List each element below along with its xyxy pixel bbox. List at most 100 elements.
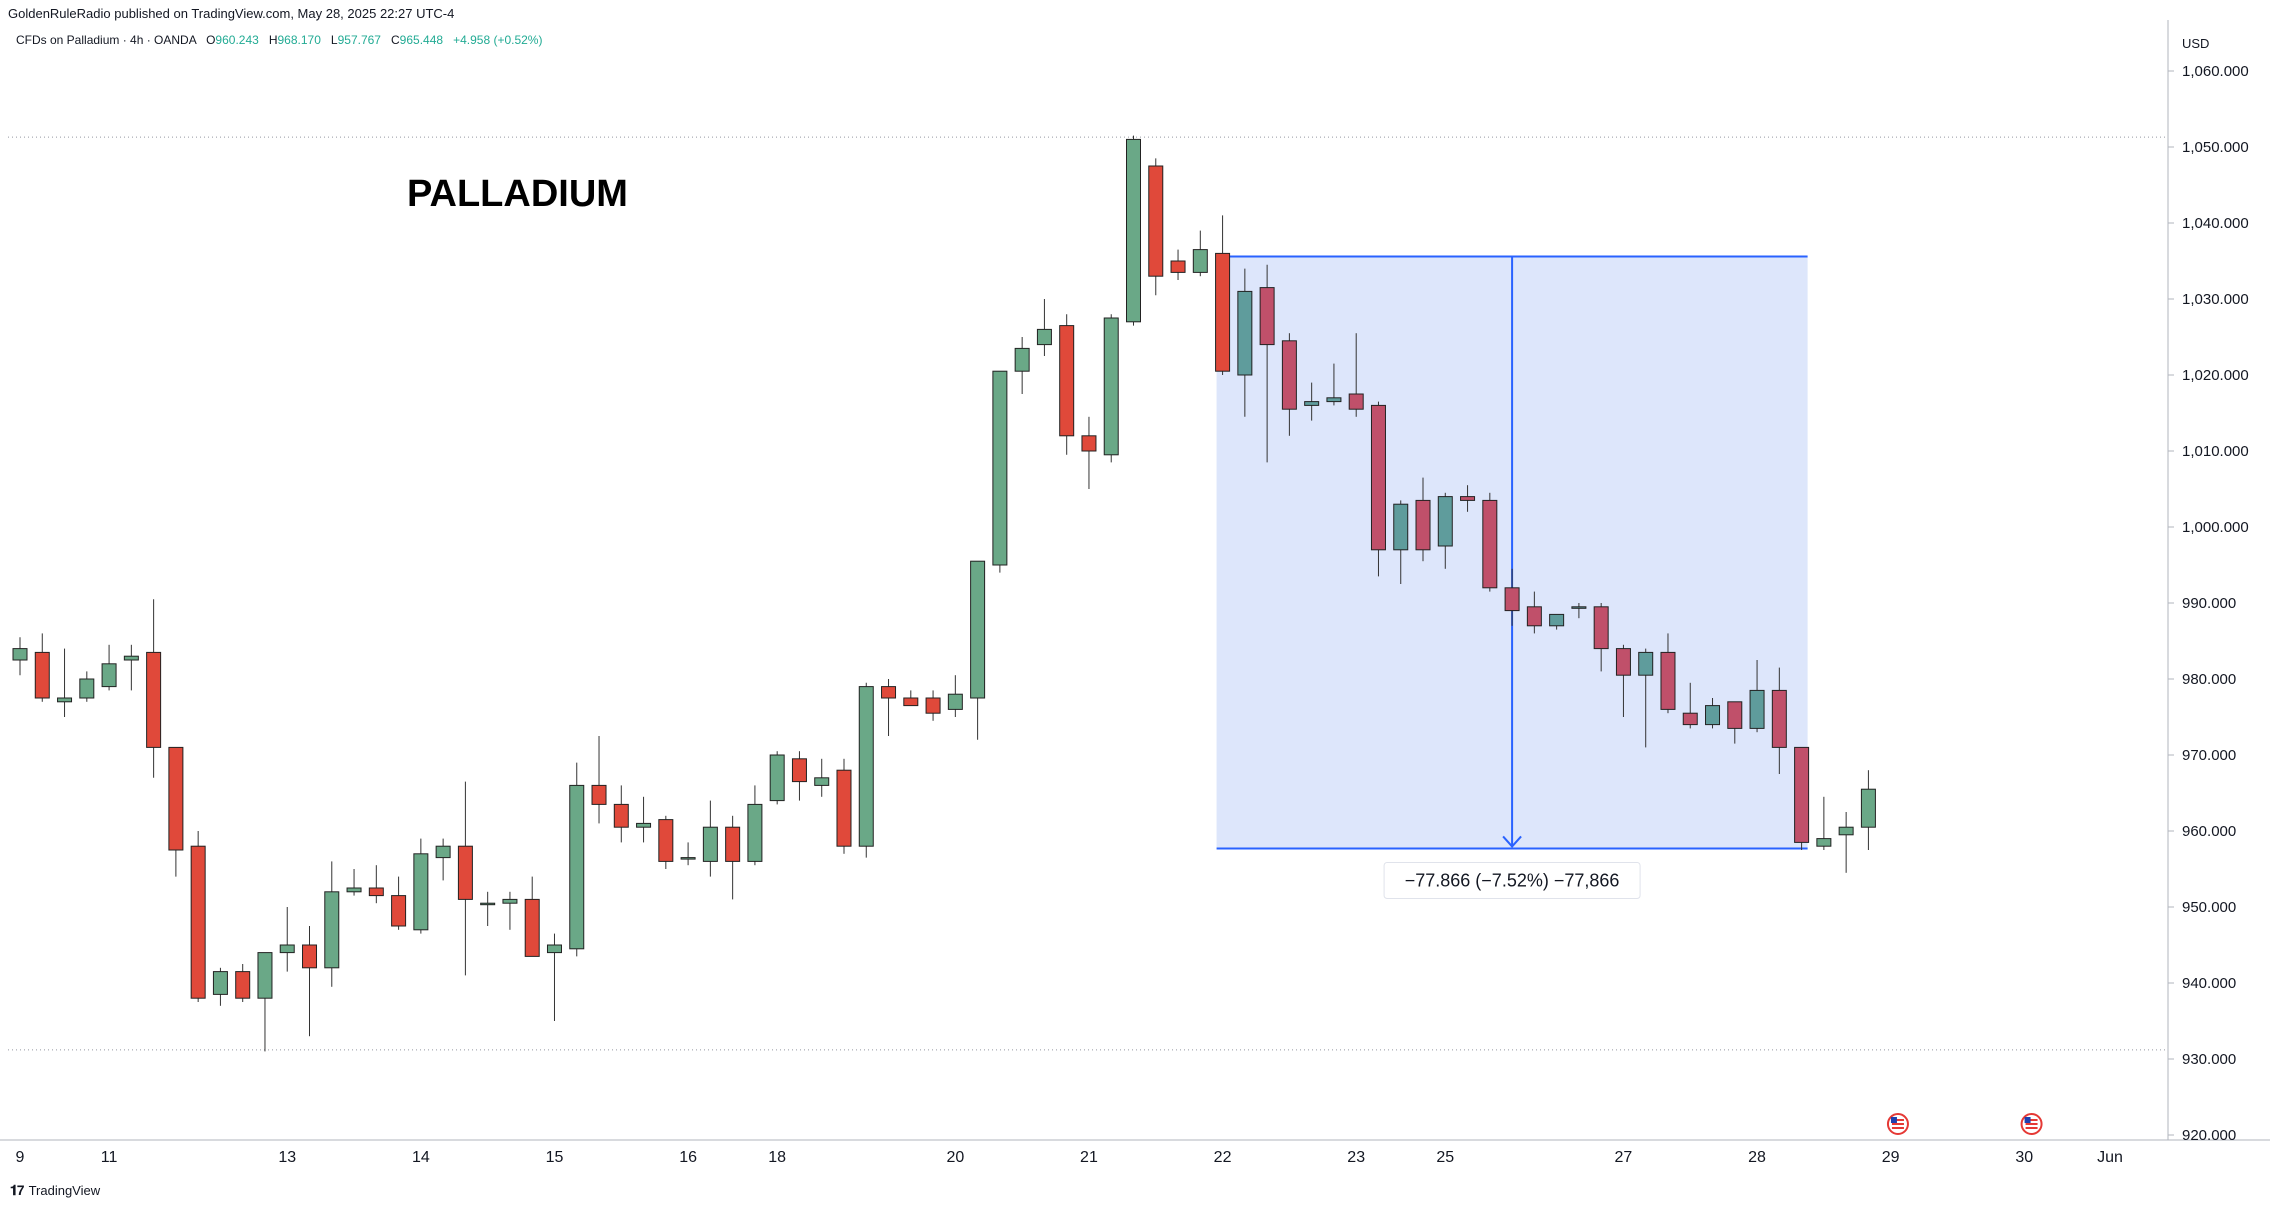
footer-brand[interactable]: TradingView [28,1183,101,1198]
candle-body [480,902,496,906]
candle-body [391,895,407,927]
candle-body [970,560,986,699]
candle-body [881,686,897,699]
candle-body [1638,651,1654,676]
candle-body [1860,788,1876,828]
time-tick-label: 23 [1347,1149,1365,1166]
event-markers[interactable] [1886,1113,2043,1135]
time-tick-label: 28 [1748,1149,1766,1166]
time-tick-label: 18 [768,1149,786,1166]
publisher-header: GoldenRuleRadio published on TradingView… [8,6,455,21]
candle-body [1460,496,1476,501]
price-tick-label: 1,040.000 [2182,215,2249,232]
candle-body [57,697,73,703]
change-value: +4.958 (+0.52%) [453,33,543,47]
measure-arrow-head [1502,835,1522,848]
candle-body [79,678,95,699]
candle-body [1749,689,1765,729]
candle-body [1482,499,1498,589]
high-value: 968.170 [277,33,321,47]
price-tick-label: 1,050.000 [2182,139,2249,156]
symbol-label[interactable]: CFDs on Palladium · 4h · OANDA [16,33,197,47]
candle-body [1237,290,1253,376]
candle-body [680,857,696,860]
price-range-measure[interactable]: −77.866 (−7.52%) −77,866 [1216,255,1808,899]
time-axis[interactable]: 9 11 13 14 15 16 18 20 21 22 23 25 27 28 29 30 Jun [16,1149,2123,1166]
candle-body [12,648,28,661]
candle-body [1682,712,1698,726]
low-label: L [330,33,338,47]
candle-body [658,819,674,862]
price-tick-label: 930.000 [2182,1051,2236,1068]
candle-body [1304,401,1320,406]
candle-body [324,891,340,969]
candle-body [925,697,941,714]
candle-body [368,887,384,897]
price-tick-label: 970.000 [2182,747,2236,764]
price-tick-label: 1,030.000 [2182,291,2249,308]
candle-body [1549,613,1565,627]
candle-body [1148,165,1164,277]
candle-body [1326,397,1342,403]
candle-body [413,853,429,931]
price-tick-label: 1,060.000 [2182,63,2249,80]
flag-stripe [1891,1119,1904,1121]
low-value: 957.767 [337,33,381,47]
time-tick-label: 22 [1214,1149,1232,1166]
candle-body [702,826,718,862]
candle-body [947,693,963,710]
tradingview-logo-icon[interactable]: 𝟏7 [10,1182,25,1198]
candle-body [1126,138,1141,323]
candle-body [1036,328,1052,346]
flag-canton [2024,1117,2031,1123]
time-tick-label: 13 [278,1149,296,1166]
candles [12,135,1876,1052]
candle-body [546,944,562,954]
candle-body [1838,826,1854,836]
candle-body [1727,701,1743,729]
candle-body [1059,325,1075,437]
candle-body [1370,404,1386,551]
time-tick-label: 16 [679,1149,697,1166]
candle-body [1348,393,1364,410]
candle-body [569,784,585,950]
price-tick-label: 1,020.000 [2182,367,2249,384]
footer: 𝟏7 TradingView [10,1182,100,1199]
price-tick-label: 980.000 [2182,671,2236,688]
price-tick-label: 1,010.000 [2182,443,2249,460]
close-label: C [391,33,400,47]
time-tick-label: 21 [1080,1149,1098,1166]
candle-body [1415,499,1431,551]
flag-stripe [1891,1127,1904,1129]
open-value: 960.243 [215,33,259,47]
price-axis[interactable]: USD 1,060.000 1,050.000 1,040.000 1,030.000 1… [0,20,2270,1144]
candle-body [1504,587,1520,612]
time-tick-label: 27 [1615,1149,1633,1166]
candle-body [747,803,763,862]
candle-body [814,777,830,786]
price-tick-label: 990.000 [2182,595,2236,612]
candle-body [725,826,741,862]
time-tick-label: 20 [946,1149,964,1166]
candle-body [1170,260,1186,273]
candle-body [235,971,251,999]
candle-body [1526,606,1542,627]
candle-body [212,971,228,995]
candle-body [524,898,540,957]
candle-body [1259,287,1275,346]
candle-body [302,944,318,969]
price-tick-label: 940.000 [2182,975,2236,992]
candle-body [257,952,273,999]
candle-body [1192,249,1208,273]
candle-body [346,887,362,893]
candle-body [591,784,607,805]
candle-body [613,803,629,828]
candle-body [1816,838,1832,847]
candle-body [1103,317,1119,456]
candle-body [1215,252,1231,372]
chart-title: PALLADIUM [407,173,628,215]
candle-body [1081,435,1097,452]
candle-body [1281,340,1297,410]
measure-label: −77.866 (−7.52%) −77,866 [1405,870,1620,890]
